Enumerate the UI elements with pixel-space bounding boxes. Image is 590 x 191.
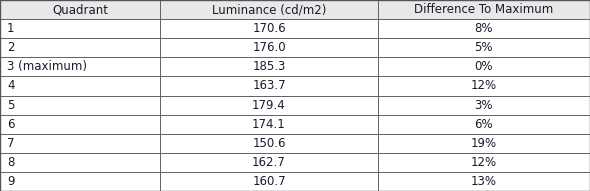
Text: 174.1: 174.1 [252,118,286,131]
Bar [0,76,160,96]
Text: 12%: 12% [471,156,497,169]
Bar [160,38,378,57]
Bar [0,96,160,115]
Text: Quadrant: Quadrant [53,3,108,16]
Text: 5%: 5% [474,41,493,54]
Bar [0,0,160,19]
Text: 160.7: 160.7 [253,175,286,188]
Bar [0,153,160,172]
Text: 2: 2 [7,41,15,54]
Bar [160,19,378,38]
Text: 0%: 0% [474,60,493,73]
Text: 3 (maximum): 3 (maximum) [7,60,87,73]
Bar [378,134,590,153]
Text: 4: 4 [7,79,15,92]
Bar [378,115,590,134]
Bar [378,76,590,96]
Text: 162.7: 162.7 [252,156,286,169]
Text: 6: 6 [7,118,15,131]
Bar [160,0,378,19]
Text: 150.6: 150.6 [253,137,286,150]
Bar [0,57,160,76]
Text: 170.6: 170.6 [253,22,286,35]
Text: 8: 8 [7,156,14,169]
Text: 12%: 12% [471,79,497,92]
Bar [378,19,590,38]
Bar [378,38,590,57]
Text: Difference To Maximum: Difference To Maximum [414,3,553,16]
Text: 163.7: 163.7 [253,79,286,92]
Bar [378,0,590,19]
Bar [0,134,160,153]
Bar [0,172,160,191]
Bar [378,96,590,115]
Text: 1: 1 [7,22,15,35]
Text: 8%: 8% [474,22,493,35]
Text: 3%: 3% [474,99,493,112]
Text: 9: 9 [7,175,15,188]
Bar [378,172,590,191]
Bar [160,115,378,134]
Text: 19%: 19% [471,137,497,150]
Bar [160,153,378,172]
Bar [0,115,160,134]
Bar [0,19,160,38]
Text: 185.3: 185.3 [253,60,286,73]
Bar [160,76,378,96]
Bar [378,153,590,172]
Text: 179.4: 179.4 [252,99,286,112]
Text: 13%: 13% [471,175,497,188]
Bar [160,57,378,76]
Bar [0,38,160,57]
Bar [160,96,378,115]
Text: Luminance (cd/m2): Luminance (cd/m2) [212,3,326,16]
Text: 176.0: 176.0 [253,41,286,54]
Text: 6%: 6% [474,118,493,131]
Bar [378,57,590,76]
Text: 5: 5 [7,99,14,112]
Bar [160,134,378,153]
Bar [160,172,378,191]
Text: 7: 7 [7,137,15,150]
